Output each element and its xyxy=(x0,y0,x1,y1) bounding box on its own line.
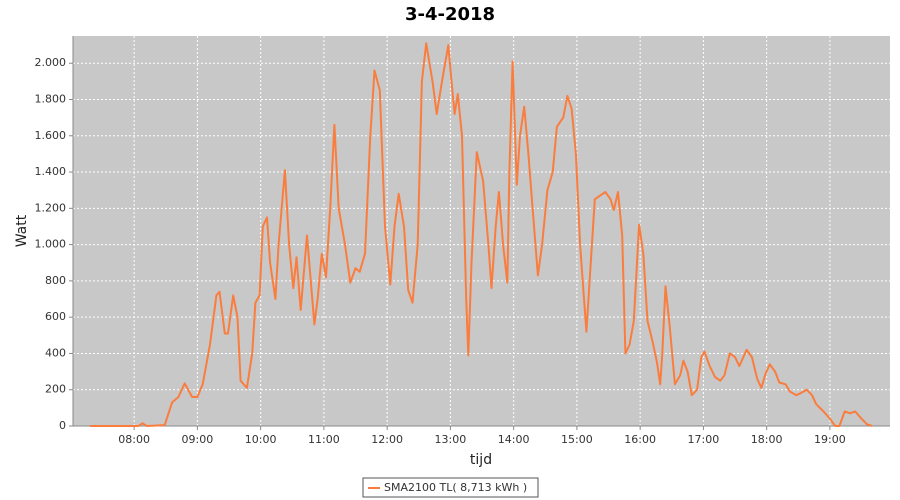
x-tick-label: 11:00 xyxy=(308,433,340,446)
legend: SMA2100 TL( 8,713 kWh ) xyxy=(362,477,539,498)
y-tick-label: 0 xyxy=(59,419,66,432)
y-tick-label: 2.000 xyxy=(35,56,67,69)
y-tick-label: 1.600 xyxy=(35,129,67,142)
y-tick-label: 1.400 xyxy=(35,165,67,178)
x-tick-label: 14:00 xyxy=(498,433,530,446)
x-tick-label: 09:00 xyxy=(182,433,214,446)
y-tick-label: 600 xyxy=(45,310,66,323)
x-tick-label: 19:00 xyxy=(814,433,846,446)
x-tick-label: 17:00 xyxy=(688,433,720,446)
y-tick-label: 1.200 xyxy=(35,201,67,214)
x-tick-label: 10:00 xyxy=(245,433,277,446)
y-tick-label: 1.800 xyxy=(35,92,67,105)
y-tick-label: 400 xyxy=(45,346,66,359)
legend-box xyxy=(362,477,539,498)
x-axis-label: tijd xyxy=(470,452,492,468)
y-tick-label: 200 xyxy=(45,383,66,396)
legend-label: SMA2100 TL( 8,713 kWh ) xyxy=(384,481,527,494)
x-tick-label: 08:00 xyxy=(118,433,150,446)
y-axis-label: Watt xyxy=(14,214,30,247)
series-line xyxy=(89,42,873,427)
x-tick-label: 13:00 xyxy=(435,433,467,446)
x-tick-label: 18:00 xyxy=(751,433,783,446)
y-tick-label: 800 xyxy=(45,274,66,287)
x-tick-label: 12:00 xyxy=(371,433,403,446)
x-tick-label: 16:00 xyxy=(624,433,656,446)
chart-title: 3-4-2018 xyxy=(405,4,495,25)
x-tick-label: 15:00 xyxy=(561,433,593,446)
y-tick-label: 1.000 xyxy=(35,238,67,251)
